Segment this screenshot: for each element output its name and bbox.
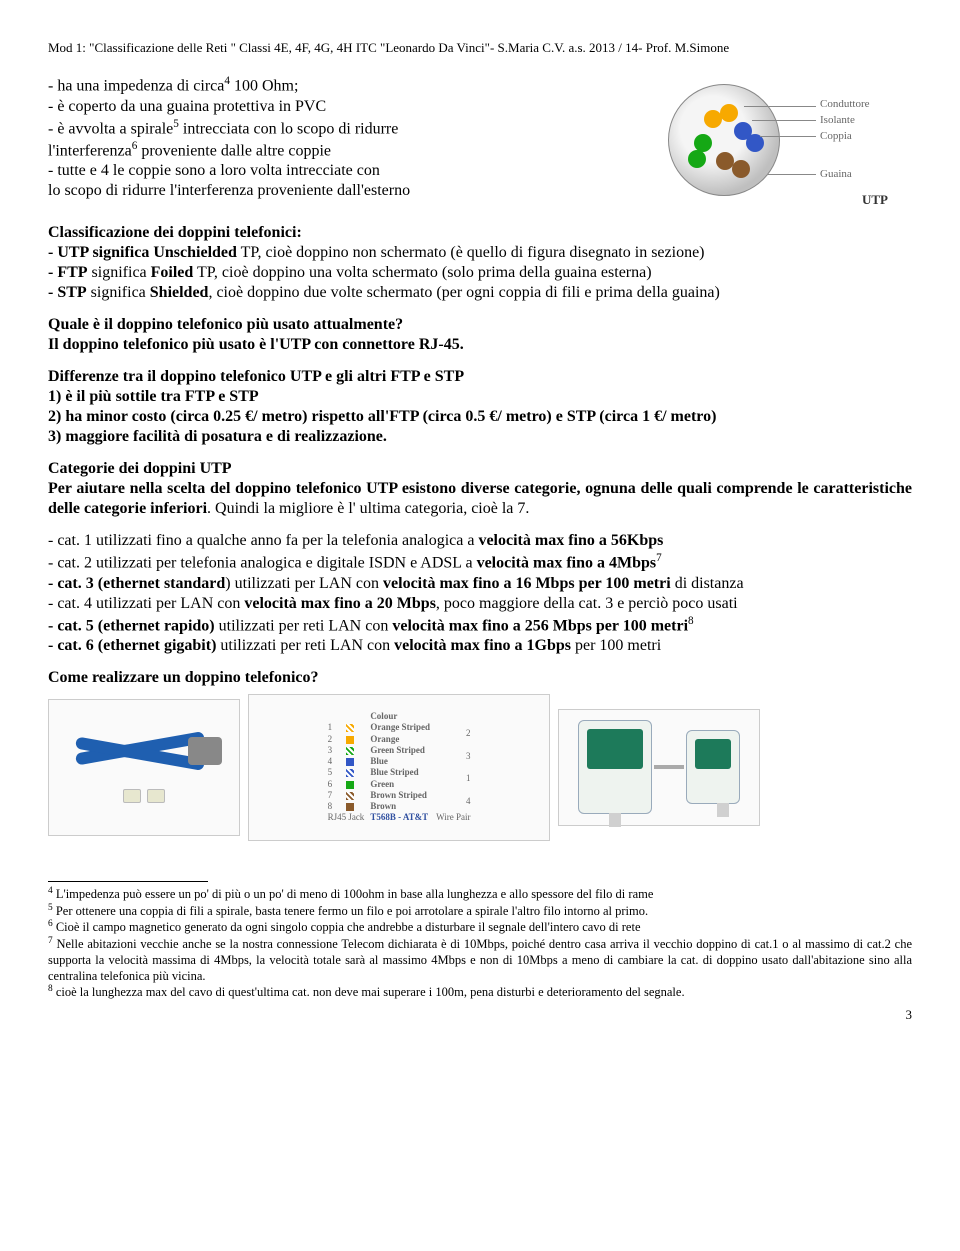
categories: Categorie dei doppini UTP Per aiutare ne… xyxy=(48,459,912,519)
fn5: Per ottenere una coppia di fili a spiral… xyxy=(53,904,648,918)
c1b: TP, cioè doppino non schermato (è quello… xyxy=(237,244,705,261)
images-row: Colour 1Orange Striped22Orange3Green Str… xyxy=(48,694,912,841)
lead1 xyxy=(744,106,816,107)
cat2b: velocità max fino a 4Mbps xyxy=(477,555,657,572)
tester-main-icon xyxy=(578,720,652,814)
pinout-image: Colour 1Orange Striped22Orange3Green Str… xyxy=(248,694,550,841)
fnref8: 8 xyxy=(688,615,694,627)
dt: Differenze tra il doppino telefonico UTP… xyxy=(48,368,464,385)
fnref7: 7 xyxy=(656,552,662,564)
c3a: - STP xyxy=(48,284,87,301)
t2: - è coperto da una guaina protettiva in … xyxy=(48,97,642,117)
page-header: Mod 1: "Classificazione delle Reti " Cla… xyxy=(48,40,912,56)
c2d: TP, cioè doppino una volta schermato (so… xyxy=(193,264,651,281)
a1: Il doppino telefonico più usato è l'UTP … xyxy=(48,336,464,353)
page-number: 3 xyxy=(48,1007,912,1023)
pinout-table: Colour 1Orange Striped22Orange3Green Str… xyxy=(325,711,474,824)
footnotes: 4 L'impedenza può essere un po' di più o… xyxy=(48,881,912,1001)
t1b: 100 Ohm; xyxy=(230,78,298,95)
cat6b: utilizzati per reti LAN con xyxy=(216,637,394,654)
cat2a: - cat. 2 utilizzati per telefonia analog… xyxy=(48,555,477,572)
pinout-row: 5Blue Striped1 xyxy=(325,767,474,778)
cat1b: velocità max fino a 56Kbps xyxy=(478,532,663,549)
lbl-sheath: Guaina xyxy=(820,168,852,182)
q1: Quale è il doppino telefonico più usato … xyxy=(48,316,403,333)
question: Quale è il doppino telefonico più usato … xyxy=(48,315,912,355)
fn4: L'impedenza può essere un po' di più o u… xyxy=(53,887,654,901)
c1a: - UTP significa Unschielded xyxy=(48,244,237,261)
tester-image xyxy=(558,709,760,826)
lbl-insulator: Isolante xyxy=(820,114,855,128)
t5: - tutte e 4 le coppie sono a loro volta … xyxy=(48,161,642,181)
pinout-jack: RJ45 Jack xyxy=(325,812,368,823)
c2a: - FTP xyxy=(48,264,88,281)
cat4a: - cat. 4 utilizzati per LAN con xyxy=(48,595,244,612)
lbl-pair: Coppia xyxy=(820,130,852,144)
lead4 xyxy=(768,174,816,175)
c3b: significa xyxy=(87,284,150,301)
tester-remote-icon xyxy=(686,730,740,804)
cat5a: - cat. 5 (ethernet rapido) xyxy=(48,617,215,634)
class-title: Classificazione dei doppini telefonici: xyxy=(48,224,302,241)
cat6c: velocità max fino a 1Gbps xyxy=(394,637,571,654)
crimp-tool-icon xyxy=(74,731,214,771)
t3a: - è avvolta a spirale xyxy=(48,120,173,137)
pinout-title: Colour xyxy=(370,711,397,721)
pinout-row: 7Brown Striped4 xyxy=(325,790,474,801)
intro-text: - ha una impedenza di circa4 100 Ohm; - … xyxy=(48,74,652,201)
cat3a: - cat. 3 (ethernet standard xyxy=(48,575,225,592)
d2: 2) ha minor costo (circa 0.25 €/ metro) … xyxy=(48,408,716,425)
utp-diagram: Conduttore Isolante Coppia Guaina UTP xyxy=(652,74,912,209)
d3: 3) maggiore facilità di posatura e di re… xyxy=(48,428,387,445)
lead2 xyxy=(752,120,816,121)
rj45-plug-icon xyxy=(123,789,141,803)
c2b: significa xyxy=(88,264,151,281)
category-list: - cat. 1 utilizzati fino a qualche anno … xyxy=(48,531,912,656)
t3b: intrecciata con lo scopo di ridurre xyxy=(179,120,398,137)
classification: Classificazione dei doppini telefonici: … xyxy=(48,223,912,303)
rj45-plug-icon xyxy=(147,789,165,803)
cat6d: per 100 metri xyxy=(571,637,661,654)
cat5b: utilizzati per reti LAN con xyxy=(215,617,393,634)
cat3b: ) utilizzati per LAN con xyxy=(225,575,383,592)
cat1a: - cat. 1 utilizzati fino a qualche anno … xyxy=(48,532,478,549)
ct: Categorie dei doppini UTP xyxy=(48,460,232,477)
fn6: Cioè il campo magnetico generato da ogni… xyxy=(53,921,641,935)
crimper-image xyxy=(48,699,240,836)
d1: 1) è il più sottile tra FTP e STP xyxy=(48,388,259,405)
pinout-wp: Wire Pair xyxy=(433,812,473,823)
t4b: proveniente dalle altre coppie xyxy=(137,142,331,159)
lbl-utp: UTP xyxy=(862,192,888,208)
cat3c: velocità max fino a 16 Mbps per 100 metr… xyxy=(383,575,671,592)
c3d: , cioè doppino due volte schermato (per … xyxy=(208,284,719,301)
c2c: Foiled xyxy=(151,264,194,281)
footnote-rule xyxy=(48,881,208,882)
t4a: l'interferenza xyxy=(48,142,132,159)
t6: lo scopo di ridurre l'interferenza prove… xyxy=(48,181,642,201)
cat3d: di distanza xyxy=(671,575,744,592)
cp1b: . Quindi la migliore è l' ultima categor… xyxy=(207,500,529,517)
pinout-row: 3Green Striped3 xyxy=(325,745,474,756)
pinout-std: T568B - AT&T xyxy=(367,812,433,823)
c3c: Shielded xyxy=(150,284,209,301)
fn7: Nelle abitazioni vecchie anche se la nos… xyxy=(48,937,912,982)
tester-cable-icon xyxy=(654,765,684,769)
t1a: - ha una impedenza di circa xyxy=(48,78,224,95)
pinout-row: 1Orange Striped2 xyxy=(325,722,474,733)
intro-row: - ha una impedenza di circa4 100 Ohm; - … xyxy=(48,74,912,209)
lbl-conductor: Conduttore xyxy=(820,98,870,112)
cat4b: velocità max fino a 20 Mbps xyxy=(244,595,436,612)
differences: Differenze tra il doppino telefonico UTP… xyxy=(48,367,912,447)
fn8: cioè la lunghezza max del cavo di quest'… xyxy=(53,985,685,999)
cat6a: - cat. 6 (ethernet gigabit) xyxy=(48,637,216,654)
lead3 xyxy=(760,136,816,137)
cat5c: velocità max fino a 256 Mbps per 100 met… xyxy=(392,617,688,634)
howto: Come realizzare un doppino telefonico? xyxy=(48,669,319,686)
cat4c: , poco maggiore della cat. 3 e perciò po… xyxy=(436,595,738,612)
